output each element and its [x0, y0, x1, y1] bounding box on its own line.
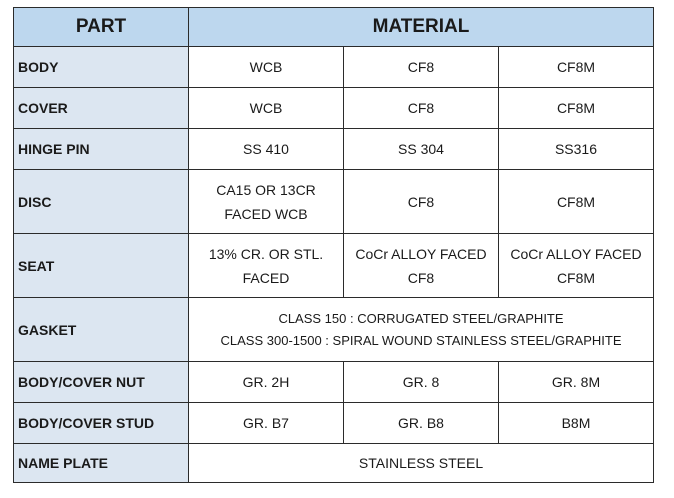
- cell-line: CoCr ALLOY FACED: [355, 245, 487, 262]
- table-row: GASKET CLASS 150 : CORRUGATED STEEL/GRAP…: [13, 297, 654, 362]
- cell-line: FACED: [242, 269, 290, 286]
- header-part: PART: [13, 7, 189, 47]
- table-cell: CA15 OR 13CR FACED WCB: [188, 169, 344, 234]
- material-table: PART MATERIAL BODY WCB CF8 CF8M COVER WC…: [13, 7, 654, 483]
- table-cell: CF8M: [498, 87, 654, 129]
- row-label-cover: COVER: [13, 87, 189, 129]
- cell-line: CLASS 150 : CORRUGATED STEEL/GRAPHITE: [278, 310, 564, 326]
- row-label-disc: DISC: [13, 169, 189, 234]
- table-header-row: PART MATERIAL: [13, 7, 654, 47]
- table-row: HINGE PIN SS 410 SS 304 SS316: [13, 128, 654, 170]
- row-label-name-plate: NAME PLATE: [13, 443, 189, 483]
- table-cell: SS 304: [343, 128, 499, 170]
- cell-line: CF8M: [556, 269, 596, 286]
- table-cell: CoCr ALLOY FACED CF8M: [498, 233, 654, 298]
- row-label-body-cover-stud: BODY/COVER STUD: [13, 402, 189, 444]
- cell-line: CF8: [407, 269, 435, 286]
- table-cell: GR. B8: [343, 402, 499, 444]
- cell-line: CoCr ALLOY FACED: [510, 245, 642, 262]
- row-label-seat: SEAT: [13, 233, 189, 298]
- table-cell: SS 410: [188, 128, 344, 170]
- row-label-gasket: GASKET: [13, 297, 189, 362]
- cell-line: FACED WCB: [224, 205, 308, 222]
- table-row: NAME PLATE STAINLESS STEEL: [13, 443, 654, 483]
- cell-line: 13% CR. OR STL.: [208, 245, 324, 262]
- table-cell: CoCr ALLOY FACED CF8: [343, 233, 499, 298]
- table-cell: CF8M: [498, 46, 654, 88]
- header-material: MATERIAL: [188, 7, 654, 47]
- table-cell: CF8: [343, 87, 499, 129]
- row-label-body-cover-nut: BODY/COVER NUT: [13, 361, 189, 403]
- cell-line: CA15 OR 13CR: [216, 181, 316, 198]
- table-row: DISC CA15 OR 13CR FACED WCB CF8 CF8M: [13, 169, 654, 234]
- table-cell: B8M: [498, 402, 654, 444]
- table-cell: SS316: [498, 128, 654, 170]
- table-cell: CF8M: [498, 169, 654, 234]
- table-cell: CF8: [343, 46, 499, 88]
- table-row: BODY WCB CF8 CF8M: [13, 46, 654, 88]
- cell-line: CLASS 300-1500 : SPIRAL WOUND STAINLESS …: [220, 332, 622, 348]
- table-cell: WCB: [188, 46, 344, 88]
- material-table-container: PART MATERIAL BODY WCB CF8 CF8M COVER WC…: [13, 7, 654, 483]
- table-cell: 13% CR. OR STL. FACED: [188, 233, 344, 298]
- table-cell: GR. B7: [188, 402, 344, 444]
- table-cell: GR. 8: [343, 361, 499, 403]
- table-cell: GR. 8M: [498, 361, 654, 403]
- table-cell: WCB: [188, 87, 344, 129]
- table-row: COVER WCB CF8 CF8M: [13, 87, 654, 129]
- table-row: BODY/COVER NUT GR. 2H GR. 8 GR. 8M: [13, 361, 654, 403]
- row-label-hinge-pin: HINGE PIN: [13, 128, 189, 170]
- table-row: SEAT 13% CR. OR STL. FACED CoCr ALLOY FA…: [13, 233, 654, 298]
- table-cell: CF8: [343, 169, 499, 234]
- table-cell: GR. 2H: [188, 361, 344, 403]
- table-cell-spanning: CLASS 150 : CORRUGATED STEEL/GRAPHITE CL…: [188, 297, 654, 362]
- table-row: BODY/COVER STUD GR. B7 GR. B8 B8M: [13, 402, 654, 444]
- table-cell-spanning: STAINLESS STEEL: [188, 443, 654, 483]
- row-label-body: BODY: [13, 46, 189, 88]
